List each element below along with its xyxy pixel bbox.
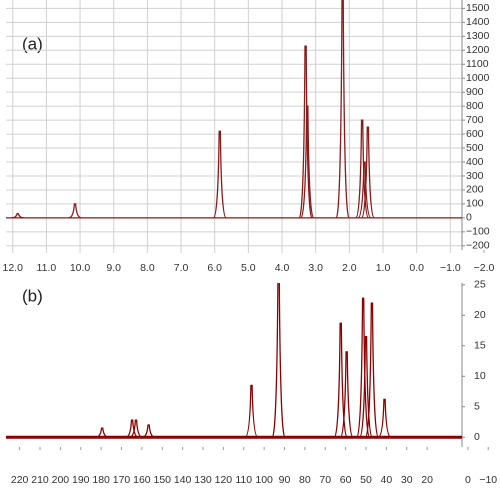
peak <box>360 126 375 219</box>
y-tick-label: 0 <box>474 431 480 443</box>
y-tick-label: 900 <box>466 86 484 98</box>
panel-label: (b) <box>22 286 43 305</box>
x-tick-label: 100 <box>255 474 273 486</box>
x-tick-label: 1.0 <box>376 262 391 274</box>
x-tick-label: 50 <box>360 474 372 486</box>
peak <box>300 105 315 219</box>
x-tick-label: 7.0 <box>174 262 189 274</box>
y-tick-label: 500 <box>466 142 484 154</box>
peak <box>364 302 379 438</box>
peak <box>11 213 25 219</box>
x-tick-label: 200 <box>52 474 70 486</box>
peak <box>355 119 370 219</box>
x-tick-label: 140 <box>174 474 192 486</box>
y-tick-label: 800 <box>466 100 484 112</box>
x-tick-label: 0.0 <box>409 262 424 274</box>
x-tick-label: 6.0 <box>207 262 222 274</box>
x-tick-label: 3.0 <box>308 262 323 274</box>
y-tick-label: 300 <box>466 170 484 182</box>
x-tick-label: 110 <box>235 474 252 486</box>
peak <box>356 297 371 438</box>
y-tick-label: 20 <box>474 309 486 321</box>
y-tick-label: 600 <box>466 128 484 140</box>
peak <box>244 384 259 438</box>
y-tick-label: 700 <box>466 114 484 126</box>
peak <box>125 419 139 438</box>
x-tick-label: 210 <box>31 474 49 486</box>
peak <box>357 161 372 219</box>
x-tick-label: 150 <box>153 474 171 486</box>
x-tick-label: −2.0 <box>474 262 495 274</box>
y-tick-label: 1400 <box>466 16 490 28</box>
y-tick-label: 1200 <box>466 44 490 56</box>
x-tick-label: 5.0 <box>241 262 256 274</box>
y-tick-label: 200 <box>466 184 484 196</box>
x-tick-label: 40 <box>381 474 393 486</box>
y-tick-label: 1300 <box>466 30 490 42</box>
panel-label: (a) <box>22 34 43 53</box>
y-tick-label: 400 <box>466 156 484 168</box>
y-tick-label: −200 <box>466 240 490 252</box>
x-tick-label: 4.0 <box>275 262 290 274</box>
x-tick-label: 0 <box>465 474 471 486</box>
x-tick-label: 11.0 <box>37 262 57 274</box>
x-tick-label: 80 <box>299 474 311 486</box>
x-tick-label: 120 <box>215 474 233 486</box>
y-tick-label: 15 <box>474 340 486 352</box>
peak <box>212 130 227 219</box>
x-tick-label: 130 <box>194 474 212 486</box>
x-tick-label: 170 <box>113 474 131 486</box>
x-tick-label: 190 <box>72 474 90 486</box>
peak <box>335 0 350 219</box>
peak <box>68 203 82 219</box>
y-tick-label: −100 <box>466 226 490 238</box>
x-tick-label: −10 <box>479 474 497 486</box>
peak <box>129 419 143 438</box>
x-tick-label: −1.0 <box>440 262 461 274</box>
peak <box>333 322 348 438</box>
peak <box>298 45 313 219</box>
peak <box>377 398 392 438</box>
y-tick-label: 100 <box>466 198 484 210</box>
x-tick-label: 70 <box>319 474 331 486</box>
peak <box>358 336 374 438</box>
x-tick-label: 30 <box>401 474 413 486</box>
y-tick-label: 0 <box>466 212 472 224</box>
y-tick-label: 1500 <box>466 2 490 14</box>
plot <box>6 283 462 439</box>
x-tick-label: 180 <box>92 474 110 486</box>
x-tick-label: 8.0 <box>140 262 155 274</box>
x-tick-label: 10.0 <box>70 262 91 274</box>
x-tick-label: 9.0 <box>106 262 121 274</box>
x-tick-label: 2.0 <box>342 262 357 274</box>
x-tick-label: 60 <box>340 474 352 486</box>
y-tick-label: 1100 <box>466 58 489 70</box>
y-tick-label: 25 <box>474 279 486 291</box>
peak <box>339 351 354 438</box>
y-tick-label: 5 <box>474 401 480 413</box>
x-tick-label: 12.0 <box>3 262 24 274</box>
peak <box>142 424 156 438</box>
x-tick-label: 220 <box>11 474 29 486</box>
x-tick-label: 160 <box>133 474 151 486</box>
x-tick-label: 20 <box>421 474 433 486</box>
y-tick-label: 1000 <box>466 72 490 84</box>
peak <box>271 283 286 438</box>
x-tick-label: 90 <box>279 474 291 486</box>
peak <box>95 427 109 438</box>
y-tick-label: 10 <box>474 370 486 382</box>
plot <box>6 0 462 219</box>
